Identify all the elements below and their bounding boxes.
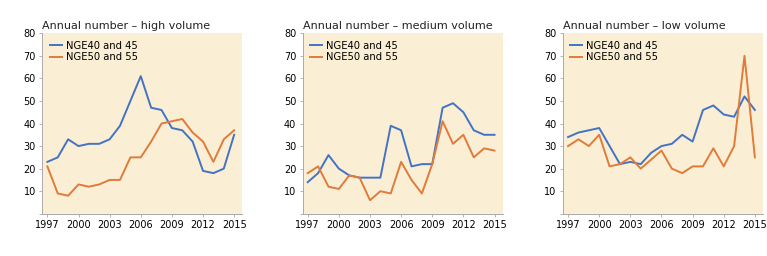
Text: Annual number – high volume: Annual number – high volume [42, 21, 210, 31]
Text: Annual number – medium volume: Annual number – medium volume [302, 21, 492, 31]
Text: Annual number – low volume: Annual number – low volume [563, 21, 726, 31]
Legend: NGE40 and 45, NGE50 and 55: NGE40 and 45, NGE50 and 55 [307, 37, 402, 66]
Legend: NGE40 and 45, NGE50 and 55: NGE40 and 45, NGE50 and 55 [567, 37, 662, 66]
Legend: NGE40 and 45, NGE50 and 55: NGE40 and 45, NGE50 and 55 [46, 37, 141, 66]
